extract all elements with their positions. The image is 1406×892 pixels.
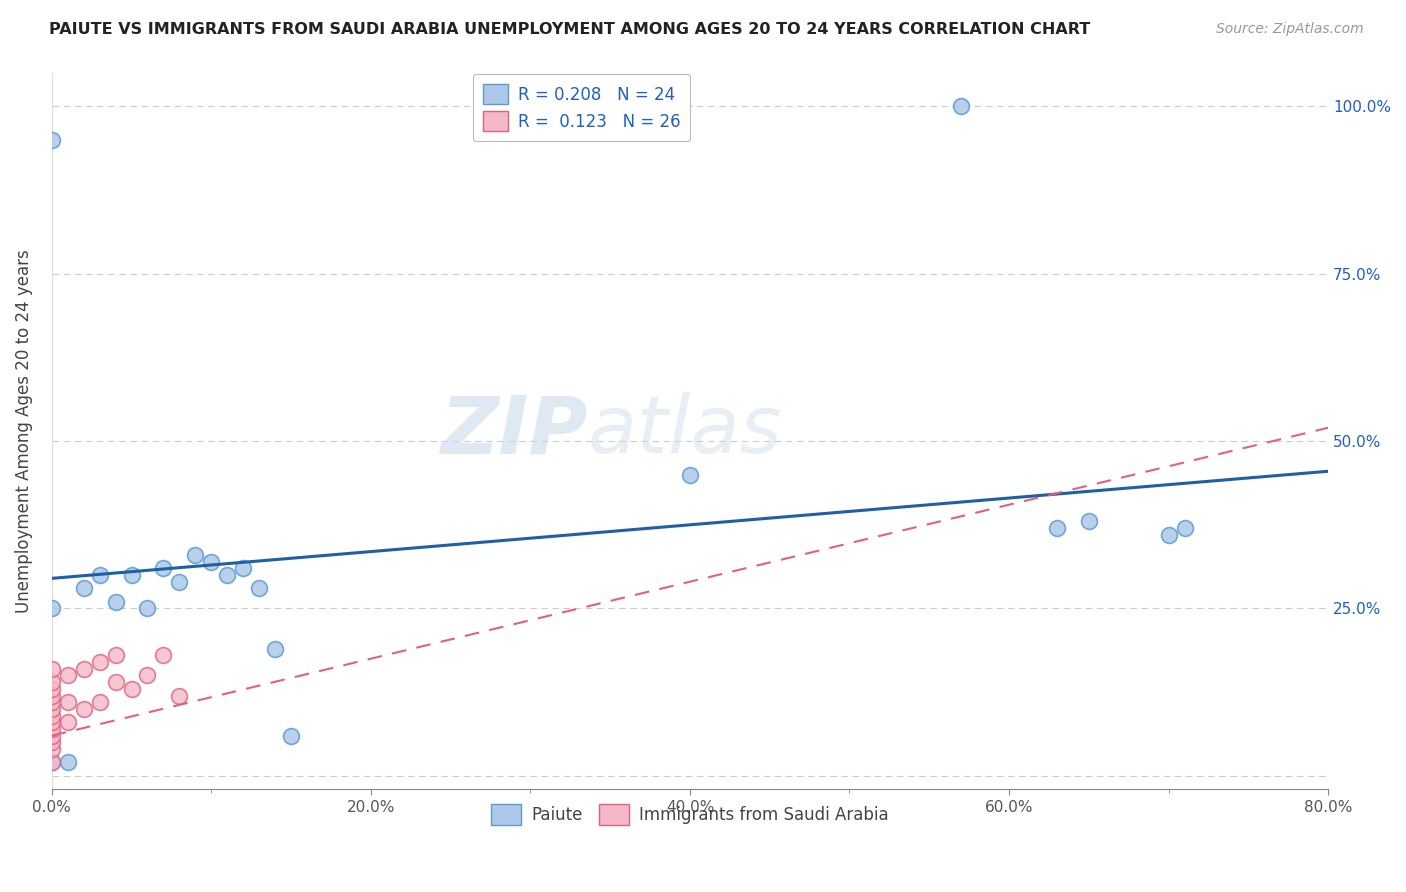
Point (41, 756, 63, 770)
Point (89, 655, 111, 669)
Point (73, 582, 96, 596)
Point (169, 574, 191, 589)
Point (264, 641, 287, 656)
Point (41, 708, 63, 723)
Text: ZIP: ZIP (440, 392, 588, 470)
Point (232, 561, 254, 575)
Text: atlas: atlas (588, 392, 783, 470)
Point (41, 689, 63, 703)
Point (73, 662, 96, 676)
Point (121, 681, 143, 696)
Point (41, 715, 63, 730)
Point (41, 695, 63, 709)
Point (136, 601, 159, 615)
Point (200, 555, 222, 569)
Point (1046, 521, 1069, 535)
Point (56, 756, 79, 770)
Point (41, 735, 63, 749)
Point (56, 668, 79, 682)
Y-axis label: Unemployment Among Ages 20 to 24 years: Unemployment Among Ages 20 to 24 years (15, 249, 32, 613)
Point (41, 722, 63, 736)
Point (950, 99, 973, 113)
Point (184, 548, 207, 562)
Point (104, 675, 127, 690)
Point (169, 689, 191, 703)
Text: Source: ZipAtlas.com: Source: ZipAtlas.com (1216, 22, 1364, 37)
Point (41, 133, 63, 147)
Point (41, 702, 63, 716)
Point (41, 729, 63, 743)
Point (41, 675, 63, 690)
Point (41, 742, 63, 756)
Point (247, 582, 270, 596)
Point (89, 695, 111, 709)
Point (136, 668, 159, 682)
Point (152, 648, 174, 663)
Point (217, 568, 239, 582)
Point (89, 568, 111, 582)
Point (41, 601, 63, 615)
Point (41, 662, 63, 676)
Point (679, 467, 702, 482)
Point (104, 595, 127, 609)
Point (1173, 521, 1195, 535)
Point (1077, 515, 1099, 529)
Point (41, 756, 63, 770)
Point (152, 561, 174, 575)
Point (41, 681, 63, 696)
Point (104, 648, 127, 663)
Text: PAIUTE VS IMMIGRANTS FROM SAUDI ARABIA UNEMPLOYMENT AMONG AGES 20 TO 24 YEARS CO: PAIUTE VS IMMIGRANTS FROM SAUDI ARABIA U… (49, 22, 1091, 37)
Point (1157, 528, 1180, 542)
Point (121, 568, 143, 582)
Point (56, 695, 79, 709)
Point (56, 715, 79, 730)
Point (73, 702, 96, 716)
Legend: Paiute, Immigrants from Saudi Arabia: Paiute, Immigrants from Saudi Arabia (481, 794, 898, 835)
Point (280, 729, 302, 743)
